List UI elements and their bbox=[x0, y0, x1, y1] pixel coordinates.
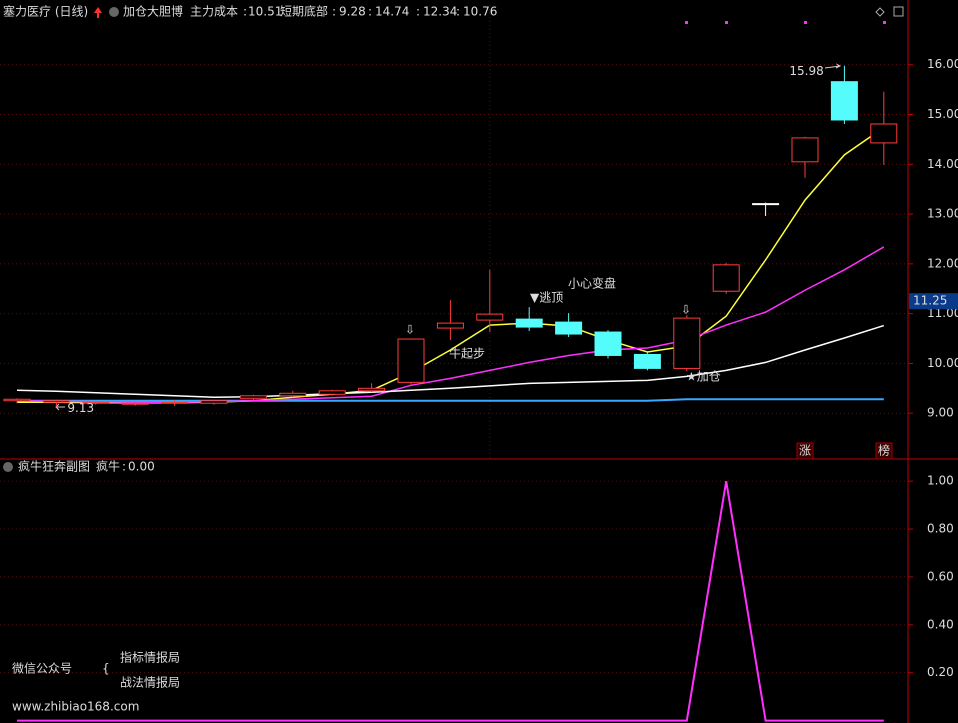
price-marker: 11.25 bbox=[913, 294, 947, 308]
badge-box bbox=[796, 442, 814, 460]
watermark-name: 战法情报局 bbox=[120, 675, 180, 690]
y-tick-label: 0.20 bbox=[927, 665, 954, 679]
high-arrow bbox=[824, 63, 842, 69]
candle-body bbox=[239, 395, 267, 399]
legend-value: 12.34 bbox=[423, 5, 457, 19]
separator: : bbox=[416, 5, 420, 19]
y-tick-label: 9.00 bbox=[927, 406, 954, 420]
badge: 榜 bbox=[878, 443, 890, 458]
legend-value: 10.76 bbox=[463, 5, 497, 19]
legend-value: 0.00 bbox=[128, 460, 155, 474]
candle-body bbox=[633, 353, 661, 369]
candle-body bbox=[515, 318, 543, 328]
y-tick-label: 11.00 bbox=[927, 306, 958, 320]
stock-name: 塞力医疗 (日线) bbox=[3, 4, 88, 19]
candle-body bbox=[712, 264, 740, 292]
signal-dots bbox=[685, 21, 886, 24]
watermark-name: 指标情报局 bbox=[120, 650, 180, 665]
y-tick-label: 0.60 bbox=[927, 569, 954, 583]
legend-name: 疯牛 bbox=[96, 459, 120, 474]
legend-value: 14.74 bbox=[375, 5, 409, 19]
candle-body bbox=[358, 387, 386, 392]
candle-body bbox=[476, 313, 504, 321]
menu-icon[interactable] bbox=[109, 7, 119, 17]
separator: : bbox=[456, 5, 460, 19]
candle-body bbox=[42, 400, 70, 403]
y-tick-label: 15.00 bbox=[927, 107, 958, 121]
annotation: ▼逃顶 bbox=[530, 291, 563, 305]
candle-body bbox=[279, 392, 307, 397]
y-tick-label: 10.00 bbox=[927, 356, 958, 370]
main-cost-value: 10.51 bbox=[248, 5, 282, 19]
high-label: 15.98 bbox=[789, 64, 823, 78]
low-arrow bbox=[55, 403, 65, 411]
candle-body bbox=[318, 390, 346, 395]
menu-icon[interactable] bbox=[3, 462, 13, 472]
subchart-title: 疯牛狂奔副图 bbox=[18, 459, 90, 474]
indicator-line bbox=[17, 398, 884, 402]
y-tick-label: 0.40 bbox=[927, 617, 954, 631]
watermark-wechat: 微信公众号 bbox=[12, 662, 72, 676]
candle-body bbox=[830, 81, 858, 121]
low-label: 9.13 bbox=[67, 401, 94, 415]
candle-body bbox=[82, 401, 110, 404]
candle-body bbox=[436, 322, 464, 329]
separator: : bbox=[368, 5, 372, 19]
candle-body bbox=[673, 317, 701, 369]
candle-body bbox=[121, 402, 149, 405]
candle-body bbox=[3, 398, 31, 402]
indicator-line bbox=[17, 480, 884, 722]
candle-body bbox=[555, 321, 583, 335]
badge: 涨 bbox=[799, 443, 811, 458]
candle-body bbox=[161, 401, 189, 404]
watermark-url: www.zhibiao168.com bbox=[12, 700, 139, 714]
indicator-line bbox=[16, 324, 885, 399]
y-tick-label: 13.00 bbox=[927, 207, 958, 221]
candle-body bbox=[791, 137, 819, 163]
price-marker-box bbox=[909, 293, 958, 310]
legend-value: 9.28 bbox=[339, 5, 366, 19]
candle-body bbox=[594, 331, 622, 356]
candle-body bbox=[870, 123, 898, 144]
candle-body bbox=[200, 400, 228, 404]
y-tick-label: 1.00 bbox=[927, 474, 954, 488]
y-tick-label: 14.00 bbox=[927, 157, 958, 171]
window-icon[interactable] bbox=[893, 6, 904, 17]
up-arrow bbox=[94, 7, 102, 13]
candle-body bbox=[752, 203, 780, 206]
annotation: ⇩ bbox=[405, 323, 415, 337]
legend-name: 短期底部 bbox=[280, 4, 328, 19]
indicator-name: 加仓大胆博 bbox=[123, 4, 183, 19]
main-cost-label: 主力成本 bbox=[190, 5, 238, 19]
annotation: 小心变盘 bbox=[568, 276, 616, 291]
diamond-icon[interactable] bbox=[875, 7, 885, 17]
annotation: ⇩ bbox=[681, 303, 691, 317]
separator: : bbox=[122, 460, 126, 474]
separator: : bbox=[332, 5, 336, 19]
y-tick-label: 0.80 bbox=[927, 522, 954, 536]
up-arrow bbox=[97, 13, 99, 18]
y-tick-label: 16.00 bbox=[927, 57, 958, 71]
badge-box bbox=[875, 442, 893, 460]
separator: : bbox=[243, 5, 247, 19]
annotation: 牛起步 bbox=[449, 346, 485, 361]
watermark-brace: { bbox=[102, 662, 110, 676]
candle-body bbox=[397, 338, 425, 383]
annotation: ★加仓 bbox=[686, 370, 721, 384]
y-tick-label: 12.00 bbox=[927, 256, 958, 270]
